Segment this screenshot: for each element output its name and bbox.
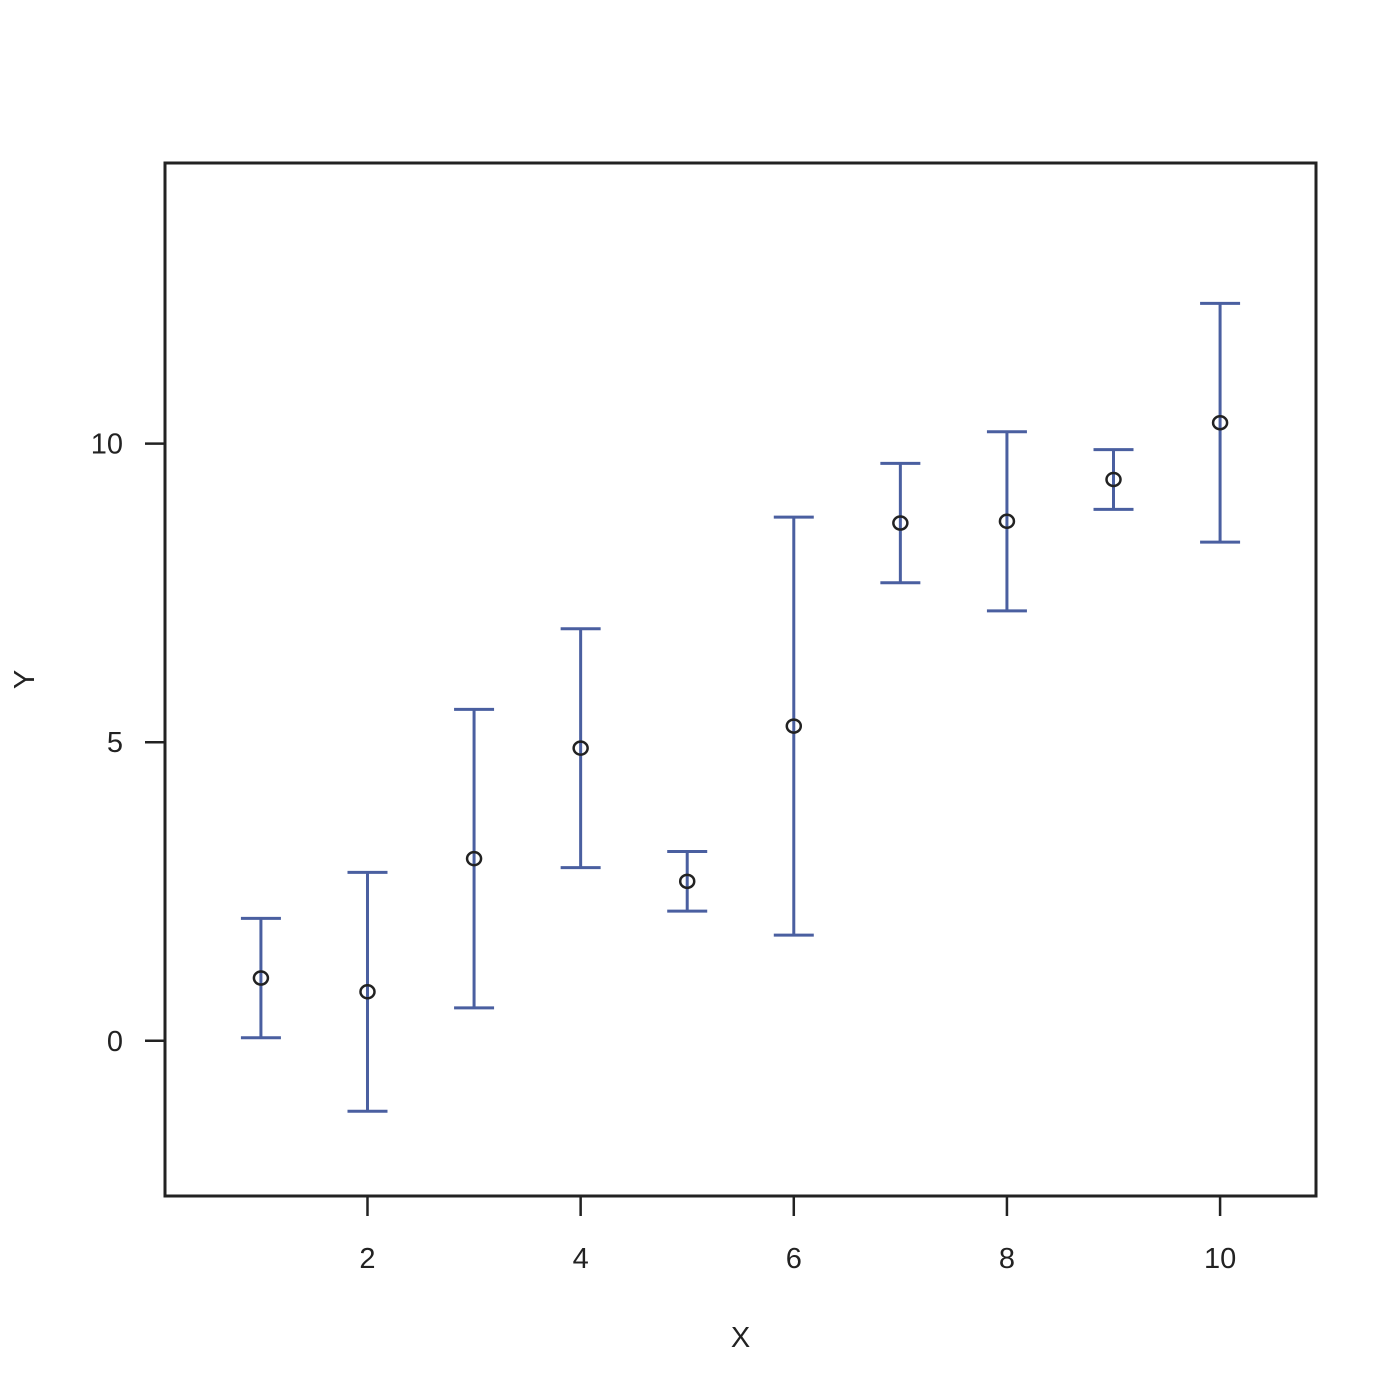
x-tick-label: 6 <box>786 1243 802 1275</box>
x-axis-title: X <box>731 1322 750 1354</box>
data-point <box>252 970 270 986</box>
x-tick-label: 8 <box>999 1243 1015 1275</box>
y-tick-label: 0 <box>107 1026 123 1058</box>
data-point <box>359 984 376 1000</box>
y-axis-title: Y <box>9 670 41 689</box>
x-tick-label: 4 <box>573 1243 589 1275</box>
data-point <box>678 873 696 890</box>
data-point <box>1105 471 1122 488</box>
errorbar-group <box>773 515 814 937</box>
errorbar-group <box>454 707 495 1010</box>
errorbar-group <box>560 627 601 870</box>
data-point <box>785 718 803 734</box>
y-tick-label: 10 <box>91 429 123 461</box>
x-tick-label: 2 <box>359 1243 375 1275</box>
chart-marks <box>240 301 1241 1113</box>
y-axis: 0 5 10 <box>91 429 165 1058</box>
errorbar-group <box>880 461 921 585</box>
errorbar-group <box>347 870 388 1113</box>
y-tick-label: 5 <box>107 727 123 759</box>
data-point <box>998 513 1016 530</box>
errorbar-group <box>1093 448 1134 511</box>
plot-frame <box>163 161 1318 1198</box>
errorbar-group <box>986 430 1027 613</box>
x-tick-label: 10 <box>1204 1243 1236 1275</box>
data-point <box>1211 414 1229 431</box>
x-axis: 2 4 6 8 10 <box>359 1196 1236 1275</box>
errorbar-group <box>667 849 708 913</box>
data-point <box>465 850 483 867</box>
data-point <box>892 515 909 531</box>
data-point <box>572 740 589 756</box>
errorbar-group <box>240 916 281 1040</box>
errorbar-group <box>1200 301 1241 544</box>
